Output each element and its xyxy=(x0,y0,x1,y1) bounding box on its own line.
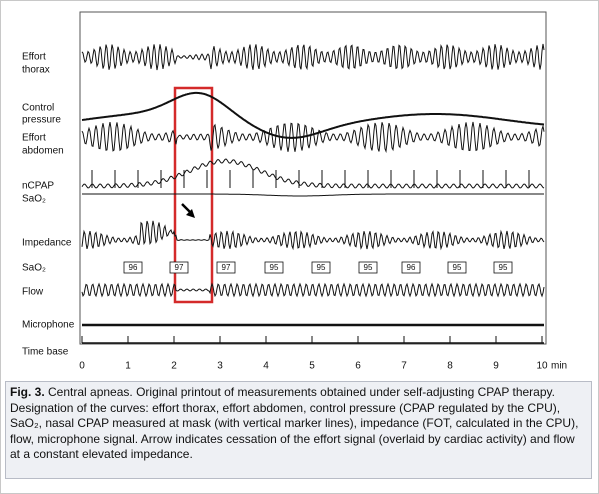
channel-label: Impedance xyxy=(22,238,72,249)
x-tick-label: 1 xyxy=(125,361,131,372)
x-tick-label: 2 xyxy=(171,361,177,372)
waveform xyxy=(81,43,545,71)
arrow xyxy=(181,203,195,218)
waveform xyxy=(81,121,545,154)
waveform xyxy=(81,158,545,189)
plot-box xyxy=(79,11,547,345)
channel-label: abdomen xyxy=(22,146,64,157)
sao2-value: 95 xyxy=(364,263,373,272)
x-tick-label: 6 xyxy=(355,361,361,372)
sao2-box xyxy=(169,261,189,274)
waveform xyxy=(81,91,545,139)
channel-label: SaO₂ xyxy=(22,194,46,205)
channel-label: Flow xyxy=(22,287,44,298)
channel-label: SaO₂ xyxy=(22,263,46,274)
caption: Fig. 3. Central apneas. Original printou… xyxy=(5,381,592,479)
x-tick-label: 8 xyxy=(447,361,453,372)
channel-label: Effort xyxy=(22,133,46,144)
sao2-box xyxy=(358,261,378,274)
highlight-box xyxy=(173,86,214,304)
x-tick-label: 9 xyxy=(493,361,499,372)
channel-label: Microphone xyxy=(22,320,75,331)
x-tick-label: 7 xyxy=(401,361,407,372)
channel-label: Effort xyxy=(22,52,46,63)
caption-text: Central apneas. Original printout of mea… xyxy=(10,385,579,462)
sao2-box xyxy=(311,261,331,274)
sao2-box xyxy=(493,261,513,274)
waveform xyxy=(82,193,544,197)
sao2-value: 95 xyxy=(317,263,326,272)
sao2-box xyxy=(264,261,284,274)
x-tick-label: 3 xyxy=(217,361,223,372)
sao2-box xyxy=(447,261,467,274)
waveform xyxy=(81,220,545,251)
waveform xyxy=(81,282,545,298)
channel-label: thorax xyxy=(22,65,50,76)
sao2-value: 96 xyxy=(129,263,138,272)
sao2-value: 96 xyxy=(407,263,416,272)
channel-label: Time base xyxy=(22,347,69,358)
sao2-box xyxy=(123,261,143,274)
sao2-value: 97 xyxy=(175,263,184,272)
channel-label: Control xyxy=(22,103,54,114)
sao2-value: 95 xyxy=(499,263,508,272)
sao2-value: 95 xyxy=(270,263,279,272)
sao2-box xyxy=(216,261,236,274)
caption-label: Fig. 3. xyxy=(10,385,45,399)
channel-label: nCPAP xyxy=(22,181,54,192)
x-tick-label: 10 xyxy=(536,361,548,372)
x-tick-label: 5 xyxy=(309,361,315,372)
x-tick-label: 4 xyxy=(263,361,269,372)
sao2-value: 97 xyxy=(222,263,231,272)
x-axis-unit: min xyxy=(551,361,567,372)
x-tick-label: 0 xyxy=(79,361,85,372)
channel-label: pressure xyxy=(22,115,61,126)
sao2-value: 95 xyxy=(453,263,462,272)
sao2-box xyxy=(401,261,421,274)
